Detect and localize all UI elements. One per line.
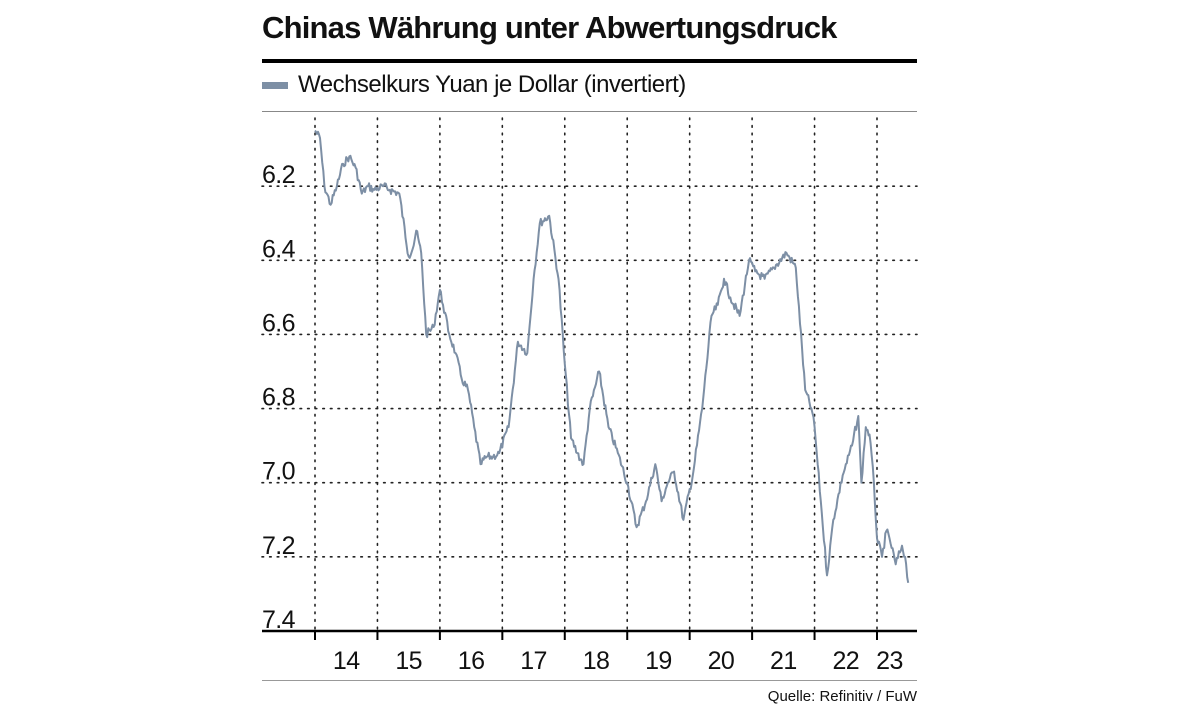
source-note: Quelle: Refinitiv / FuW — [767, 688, 917, 705]
footer-rule — [262, 680, 917, 681]
legend-swatch — [262, 81, 288, 89]
y-tick-label-5: 7.2 — [262, 532, 295, 560]
x-axis — [262, 629, 917, 640]
y-tick-label-4: 7.0 — [262, 458, 295, 486]
x-tick-label-2: 16 — [458, 647, 485, 675]
y-axis-labels: 6.2 6.4 6.6 6.8 7.0 7.2 7.4 — [262, 161, 296, 634]
x-tick-label-1: 15 — [395, 647, 422, 675]
legend-rule — [262, 111, 917, 112]
x-tick-label-9: 23 — [876, 647, 903, 675]
y-tick-label-3: 6.8 — [262, 384, 295, 412]
legend: Wechselkurs Yuan je Dollar (invertiert) — [262, 70, 686, 100]
grid-layer — [261, 117, 918, 632]
x-tick-label-3: 17 — [520, 647, 547, 675]
x-axis-labels: 14 15 16 17 18 19 20 21 22 23 — [333, 647, 903, 675]
y-tick-label-2: 6.6 — [262, 309, 295, 337]
x-tick-label-4: 18 — [583, 647, 610, 675]
legend-label: Wechselkurs Yuan je Dollar (invertiert) — [298, 71, 686, 98]
series-layer — [314, 129, 910, 583]
series-line-0 — [314, 129, 910, 583]
x-tick-label-0: 14 — [333, 647, 360, 675]
x-tick-label-5: 19 — [645, 647, 672, 675]
y-tick-label-0: 6.2 — [262, 161, 295, 189]
x-tick-label-6: 20 — [708, 647, 735, 675]
x-tick-label-8: 22 — [832, 647, 859, 675]
chart-title: Chinas Währung unter Abwertungsdruck — [262, 10, 837, 45]
y-tick-label-6: 7.4 — [262, 606, 296, 634]
x-tick-label-7: 21 — [770, 647, 797, 675]
y-tick-label-1: 6.4 — [262, 235, 296, 263]
title-rule — [262, 59, 917, 63]
